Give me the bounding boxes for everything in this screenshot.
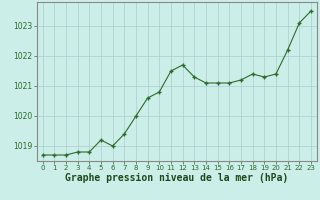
- X-axis label: Graphe pression niveau de la mer (hPa): Graphe pression niveau de la mer (hPa): [65, 173, 288, 183]
